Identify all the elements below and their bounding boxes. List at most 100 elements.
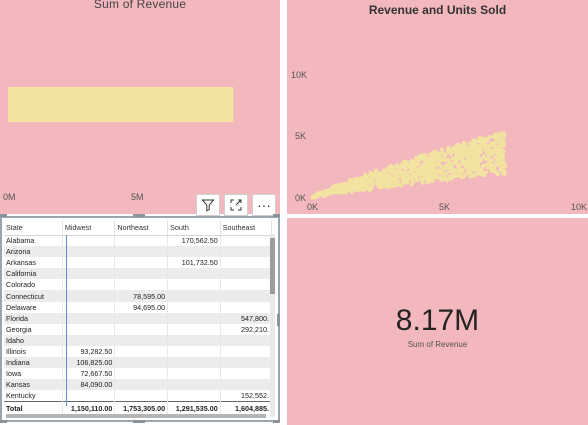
scatter-point[interactable] [438, 157, 443, 162]
scatter-point[interactable] [462, 141, 467, 146]
scatter-point[interactable] [499, 153, 504, 158]
scatter-point[interactable] [458, 144, 463, 149]
scatter-point[interactable] [417, 173, 422, 178]
scatter-point[interactable] [367, 188, 372, 193]
scatter-point[interactable] [354, 179, 359, 184]
scatter-point[interactable] [484, 162, 489, 167]
scatter-point[interactable] [412, 160, 417, 165]
scatter-point[interactable] [496, 172, 501, 177]
scatter-point[interactable] [429, 153, 434, 158]
scatter-point[interactable] [433, 155, 438, 160]
column-header-northeast[interactable]: Northeast [114, 220, 169, 236]
scatter-point[interactable] [433, 175, 438, 180]
scatter-point[interactable] [472, 142, 477, 147]
scatter-point[interactable] [421, 175, 426, 180]
scatter-point[interactable] [448, 148, 453, 153]
scatter-point[interactable] [447, 176, 452, 181]
scatter-point[interactable] [385, 172, 390, 177]
scatter-point[interactable] [485, 137, 490, 142]
scatter-point[interactable] [421, 157, 426, 162]
scatter-point[interactable] [360, 176, 365, 181]
scatter-point[interactable] [366, 177, 371, 182]
scatter-point[interactable] [421, 164, 426, 169]
scatter-point[interactable] [476, 155, 481, 160]
scatter-point[interactable] [464, 154, 469, 159]
scatter-point[interactable] [396, 169, 401, 174]
scatter-chart-visual[interactable]: Revenue and Units Sold 10K 5K 0K 0K 5K 1… [287, 0, 588, 214]
scatter-point[interactable] [437, 151, 442, 156]
resize-handle[interactable] [133, 214, 145, 217]
scatter-point[interactable] [446, 145, 451, 150]
scatter-point[interactable] [443, 154, 448, 159]
scatter-point[interactable] [474, 139, 479, 144]
scatter-point[interactable] [488, 148, 493, 153]
scatter-point[interactable] [387, 164, 392, 169]
scatter-point[interactable] [407, 163, 412, 168]
scatter-point[interactable] [410, 180, 415, 185]
scatter-point[interactable] [465, 170, 470, 175]
scatter-point[interactable] [457, 148, 462, 153]
scatter-point[interactable] [425, 172, 430, 177]
scatter-point[interactable] [502, 164, 507, 169]
scatter-point[interactable] [453, 149, 458, 154]
scatter-point[interactable] [490, 158, 495, 163]
column-header-southeast[interactable]: Southeast [220, 220, 273, 236]
filter-button[interactable] [196, 194, 220, 216]
bar-chart-visual[interactable]: Sum of Revenue 0M 5M [0, 0, 280, 214]
scatter-point[interactable] [327, 189, 332, 194]
scatter-point[interactable] [402, 159, 407, 164]
scatter-point[interactable] [362, 181, 367, 186]
scatter-point[interactable] [397, 165, 402, 170]
scatter-point[interactable] [465, 158, 470, 163]
scatter-point[interactable] [414, 178, 419, 183]
scatter-point[interactable] [423, 160, 428, 165]
focus-mode-button[interactable] [224, 194, 248, 216]
scatter-point[interactable] [462, 149, 467, 154]
scatter-point[interactable] [489, 152, 494, 157]
scatter-point[interactable] [370, 176, 375, 181]
card-visual[interactable]: 8.17M Sum of Revenue [287, 218, 588, 425]
scatter-point[interactable] [312, 194, 317, 199]
scatter-point[interactable] [486, 156, 491, 161]
column-header-midwest[interactable]: Midwest [62, 220, 116, 236]
scatter-point[interactable] [445, 178, 450, 183]
scatter-point[interactable] [495, 151, 500, 156]
scatter-point[interactable] [391, 167, 396, 172]
scatter-point[interactable] [449, 161, 454, 166]
scatter-point[interactable] [491, 166, 496, 171]
scatter-point[interactable] [410, 171, 415, 176]
scatter-point[interactable] [479, 167, 484, 172]
scatter-point[interactable] [467, 148, 472, 153]
scatter-point[interactable] [473, 159, 478, 164]
scatter-point[interactable] [468, 141, 473, 146]
scatter-point[interactable] [446, 157, 451, 162]
scatter-point[interactable] [416, 159, 421, 164]
scatter-point[interactable] [495, 156, 500, 161]
scatter-point[interactable] [498, 168, 503, 173]
resize-handle[interactable] [133, 420, 145, 423]
scatter-point[interactable] [337, 182, 342, 187]
scatter-point[interactable] [482, 144, 487, 149]
scatter-point[interactable] [501, 171, 506, 176]
scatter-point[interactable] [461, 160, 466, 165]
scatter-point[interactable] [415, 167, 420, 172]
scatter-point[interactable] [389, 170, 394, 175]
resize-handle[interactable] [277, 314, 280, 326]
scatter-point[interactable] [377, 171, 382, 176]
scatter-point[interactable] [455, 173, 460, 178]
scatter-point[interactable] [420, 178, 425, 183]
scatter-point[interactable] [499, 142, 504, 147]
scatter-point[interactable] [481, 154, 486, 159]
scatter-point[interactable] [450, 146, 455, 151]
scatter-point[interactable] [439, 147, 444, 152]
scatter-point[interactable] [344, 182, 349, 187]
bar-revenue[interactable] [8, 87, 234, 122]
scatter-point[interactable] [425, 180, 430, 185]
scatter-point[interactable] [434, 170, 439, 175]
scatter-point[interactable] [448, 151, 453, 156]
scatter-point[interactable] [496, 138, 501, 143]
scatter-point[interactable] [316, 193, 321, 198]
scatter-point[interactable] [319, 190, 324, 195]
scatter-point[interactable] [440, 151, 445, 156]
resize-handle[interactable] [0, 214, 7, 217]
